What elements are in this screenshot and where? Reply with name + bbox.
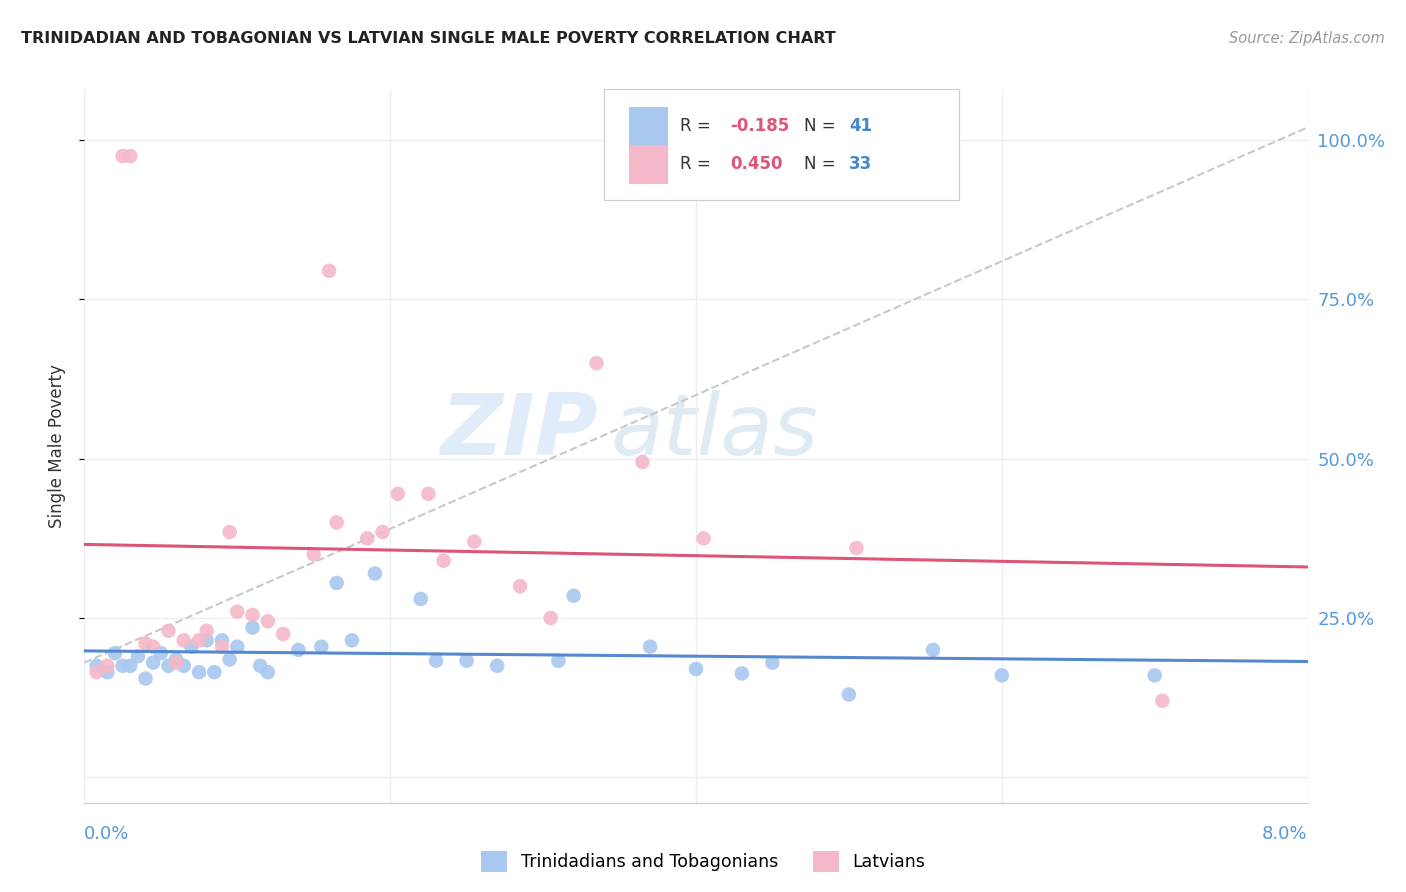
Point (456, 654, 478, 668)
Point (631, 455, 654, 469)
Point (364, 566, 387, 581)
Point (195, 624, 218, 638)
FancyBboxPatch shape (605, 89, 959, 200)
Point (685, 662, 707, 676)
Text: R =: R = (681, 118, 716, 136)
Point (287, 643, 309, 657)
Point (142, 640, 165, 654)
Y-axis label: Single Male Poverty: Single Male Poverty (48, 364, 66, 528)
Point (242, 621, 264, 635)
FancyBboxPatch shape (628, 145, 668, 184)
Point (547, 654, 569, 668)
Point (509, 579, 531, 593)
Point (173, 633, 195, 648)
Point (463, 534, 485, 549)
Point (120, 658, 142, 673)
Point (540, 611, 562, 625)
Point (135, 636, 157, 650)
Point (86, 658, 108, 673)
Point (409, 591, 432, 606)
Point (731, 666, 754, 681)
Point (257, 665, 280, 680)
Text: atlas: atlas (610, 390, 818, 474)
Point (838, 688, 860, 702)
Point (165, 652, 187, 666)
Point (111, 658, 134, 673)
Point (585, 356, 607, 370)
Point (120, 149, 142, 163)
Point (226, 640, 249, 654)
Point (425, 654, 447, 668)
Point (96, 658, 118, 673)
Point (638, 640, 661, 654)
Point (257, 614, 280, 628)
Point (249, 658, 271, 673)
FancyBboxPatch shape (628, 107, 668, 146)
Point (149, 646, 172, 660)
Point (157, 658, 180, 673)
Text: -0.185: -0.185 (730, 118, 790, 136)
Point (318, 264, 340, 278)
Text: 0.0%: 0.0% (84, 825, 129, 843)
Point (86, 665, 108, 680)
Point (562, 589, 585, 603)
Point (96, 665, 118, 680)
Text: 8.0%: 8.0% (1263, 825, 1308, 843)
Text: ZIP: ZIP (440, 390, 598, 474)
Point (165, 656, 187, 670)
Point (302, 547, 325, 561)
Point (173, 658, 195, 673)
Point (202, 665, 225, 680)
Point (211, 640, 233, 654)
Point (111, 149, 134, 163)
Point (218, 524, 240, 539)
Point (387, 487, 409, 501)
Point (226, 605, 249, 619)
Point (340, 633, 363, 648)
Text: TRINIDADIAN AND TOBAGONIAN VS LATVIAN SINGLE MALE POVERTY CORRELATION CHART: TRINIDADIAN AND TOBAGONIAN VS LATVIAN SI… (21, 31, 835, 46)
Point (356, 532, 378, 546)
Point (127, 649, 149, 664)
Point (180, 640, 202, 654)
Point (135, 672, 157, 686)
Point (195, 633, 218, 648)
Text: Source: ZipAtlas.com: Source: ZipAtlas.com (1229, 31, 1385, 46)
Point (104, 646, 127, 660)
Point (433, 554, 456, 568)
Point (486, 658, 509, 673)
Point (188, 665, 211, 680)
Text: 33: 33 (849, 155, 872, 173)
Point (325, 516, 347, 530)
Point (157, 624, 180, 638)
Point (218, 652, 240, 666)
Text: N =: N = (804, 118, 841, 136)
Point (271, 627, 294, 641)
Point (922, 643, 945, 657)
Point (1143, 668, 1166, 682)
Legend: Trinidadians and Tobagonians, Latvians: Trinidadians and Tobagonians, Latvians (474, 844, 932, 879)
Point (242, 607, 264, 622)
Point (211, 633, 233, 648)
Point (325, 576, 347, 591)
Point (991, 668, 1014, 682)
Point (311, 640, 333, 654)
Point (761, 656, 783, 670)
Point (692, 532, 714, 546)
Point (188, 633, 211, 648)
Text: 0.450: 0.450 (730, 155, 783, 173)
Text: R =: R = (681, 155, 716, 173)
Point (418, 487, 440, 501)
Point (1152, 694, 1174, 708)
Point (845, 541, 868, 555)
Point (371, 524, 394, 539)
Text: N =: N = (804, 155, 841, 173)
Text: 41: 41 (849, 118, 872, 136)
Point (142, 656, 165, 670)
